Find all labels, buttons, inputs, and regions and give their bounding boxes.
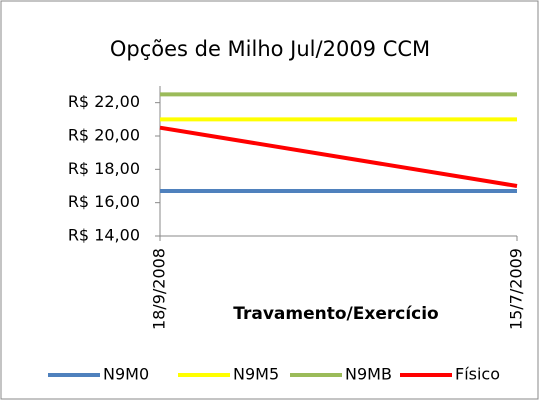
y-tick-label: R$ 22,00 bbox=[68, 92, 140, 111]
y-tick-label: R$ 18,00 bbox=[68, 159, 140, 178]
legend-label: N9MB bbox=[345, 365, 392, 384]
legend-label: N9M5 bbox=[233, 365, 279, 384]
x-tick-label: 18/9/2008 bbox=[150, 248, 169, 330]
y-tick-label: R$ 16,00 bbox=[68, 192, 140, 211]
y-tick-label: R$ 14,00 bbox=[68, 226, 140, 245]
legend-label: N9M0 bbox=[103, 365, 149, 384]
line-series bbox=[159, 125, 518, 188]
y-tick-label: R$ 20,00 bbox=[68, 126, 140, 145]
chart-title: Opções de Milho Jul/2009 CCM bbox=[110, 37, 430, 61]
legend-label: Físico bbox=[455, 365, 500, 384]
x-axis-title: Travamento/Exercício bbox=[233, 304, 438, 324]
x-tick-label: 15/7/2009 bbox=[507, 248, 526, 330]
